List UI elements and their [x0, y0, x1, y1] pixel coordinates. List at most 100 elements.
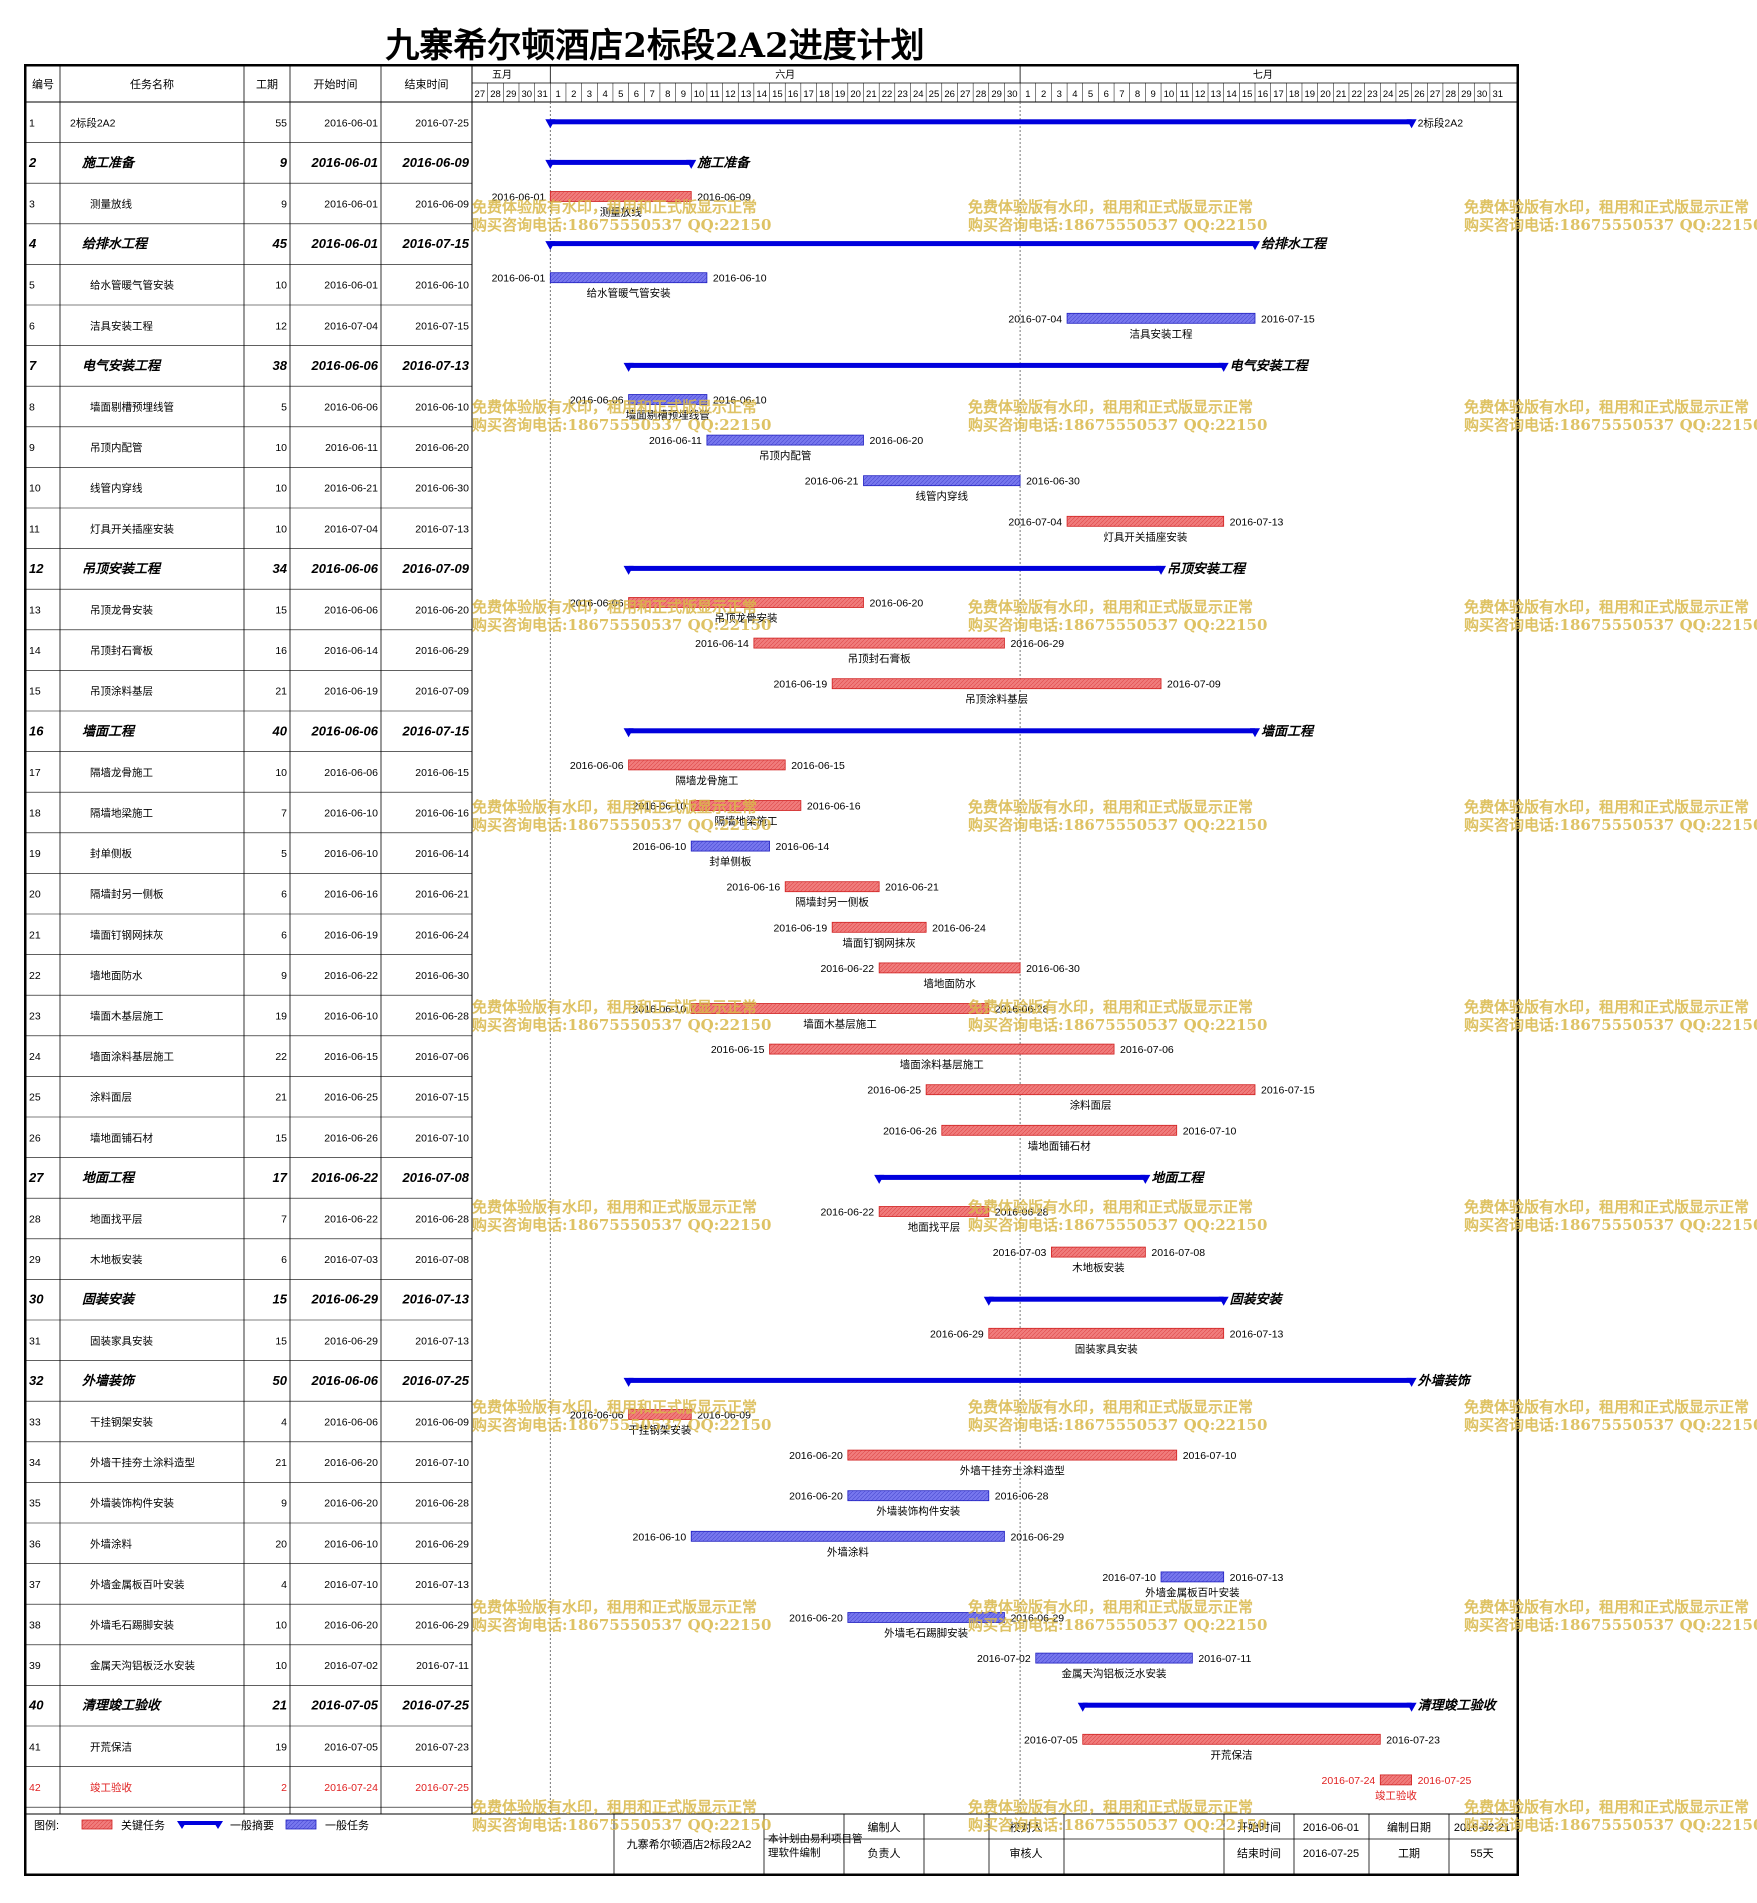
task-duration: 50 — [273, 1373, 288, 1388]
task-bar — [1379, 1774, 1413, 1786]
gantt-bar-group: 2016-06-29 2016-07-13 固装家具安装 — [930, 1327, 1284, 1355]
bar-start-label: 2016-07-24 — [1322, 1775, 1376, 1787]
task-duration: 9 — [281, 199, 287, 211]
task-duration: 40 — [272, 723, 288, 738]
day-label: 16 — [788, 89, 799, 100]
task-start: 2016-06-21 — [324, 483, 378, 495]
task-name: 竣工验收 — [90, 1781, 132, 1794]
task-start: 2016-07-02 — [324, 1660, 378, 1672]
day-label: 27 — [1430, 89, 1441, 100]
task-name: 地面工程 — [82, 1170, 136, 1185]
bar-end-label: 2016-06-14 — [776, 841, 830, 853]
task-id: 36 — [29, 1538, 41, 1550]
task-id: 18 — [29, 808, 41, 820]
bar-start-label: 2016-06-06 — [570, 760, 624, 772]
header-id: 编号 — [32, 77, 54, 91]
task-end: 2016-06-30 — [415, 483, 469, 495]
bar-name-label: 涂料面层 — [1070, 1099, 1112, 1112]
table-row: 17 隔墙龙骨施工 10 2016-06-06 2016-06-15 — [29, 766, 469, 779]
gantt-bar-group: 2016-06-01 2016-06-10 给水管暖气管安装 — [492, 272, 767, 300]
table-row: 31 固装家具安装 15 2016-06-29 2016-07-13 — [29, 1334, 469, 1347]
gantt-bar-group: 2016-06-20 2016-07-10 外墙干挂夯土涂料造型 — [789, 1449, 1237, 1477]
table-row: 28 地面找平层 7 2016-06-22 2016-06-28 — [29, 1213, 469, 1226]
bar-start-label: 2016-06-10 — [633, 801, 687, 813]
task-id: 32 — [29, 1373, 44, 1388]
summary-bar — [550, 159, 692, 165]
task-bar — [878, 1206, 990, 1217]
day-label: 1 — [1025, 89, 1030, 100]
task-duration: 10 — [275, 280, 287, 292]
day-label: 29 — [991, 89, 1002, 100]
day-label: 15 — [772, 89, 783, 100]
gantt-bar-group: 清理竣工验收 — [1077, 1698, 1498, 1713]
task-bar — [847, 1490, 990, 1502]
task-duration: 7 — [281, 808, 287, 820]
bar-name-label: 隔墙封另一侧板 — [795, 896, 869, 909]
task-name: 吊顶内配管 — [90, 441, 143, 454]
task-start: 2016-07-10 — [324, 1579, 378, 1591]
bar-name-label: 隔墙龙骨施工 — [675, 774, 738, 787]
summary-bar — [550, 119, 1412, 125]
footer-software-note-line2: 理软件编制 — [768, 1846, 821, 1859]
day-label: 17 — [1273, 89, 1284, 100]
task-start: 2016-06-29 — [324, 1335, 378, 1347]
task-name: 电气安装工程 — [82, 358, 162, 373]
gantt-bar-group: 2016-06-06 2016-06-15 隔墙龙骨施工 — [570, 759, 845, 787]
table-row: 35 外墙装饰构件安装 9 2016-06-20 2016-06-28 — [29, 1497, 469, 1510]
task-name: 涂料面层 — [90, 1091, 132, 1104]
legend-summary-cap — [177, 1821, 187, 1829]
task-duration: 6 — [281, 929, 287, 941]
summary-bar-right-cap — [1406, 1702, 1417, 1712]
bar-start-label: 2016-06-25 — [867, 1085, 921, 1097]
table-row: 41 开荒保洁 19 2016-07-05 2016-07-23 — [29, 1740, 469, 1753]
task-start: 2016-06-26 — [324, 1132, 378, 1144]
bar-name-label: 地面找平层 — [908, 1221, 961, 1234]
footer-date-value: 2016-02-21 — [1454, 1822, 1510, 1834]
task-bar — [706, 434, 864, 446]
task-name: 测量放线 — [90, 198, 132, 211]
bar-start-label: 2016-07-03 — [993, 1247, 1047, 1259]
bar-start-label: 2016-06-06 — [570, 598, 624, 610]
task-id: 15 — [29, 686, 41, 698]
task-rows: 1 2标段2A2 55 2016-06-01 2016-07-252 施工准备 9 2016-… — [28, 116, 470, 1794]
task-start: 2016-06-06 — [324, 402, 378, 414]
table-row: 42 竣工验收 2 2016-07-24 2016-07-25 — [29, 1781, 469, 1794]
day-label: 29 — [1461, 89, 1472, 100]
day-label: 21 — [866, 89, 877, 100]
task-bar — [1035, 1652, 1193, 1664]
bar-name-label: 外墙干挂夯土涂料造型 — [960, 1464, 1065, 1477]
summary-bar — [628, 565, 1162, 571]
table-row: 6 洁具安装工程 12 2016-07-04 2016-07-15 — [29, 319, 469, 332]
task-bar — [878, 962, 1021, 974]
bar-end-label: 2016-06-28 — [995, 1004, 1049, 1016]
table-row: 40 清理竣工验收 21 2016-07-05 2016-07-25 — [28, 1698, 470, 1713]
task-id: 25 — [29, 1092, 41, 1104]
task-start: 2016-06-10 — [324, 1538, 378, 1550]
day-label: 5 — [1088, 89, 1093, 100]
bar-label: 墙面工程 — [1261, 723, 1315, 738]
legend-critical-swatch — [81, 1819, 113, 1830]
bar-start-label: 2016-07-04 — [1008, 313, 1062, 325]
day-label: 13 — [1211, 89, 1222, 100]
summary-bar-right-cap — [1406, 1377, 1417, 1387]
table-row: 30 固装安装 15 2016-06-29 2016-07-13 — [29, 1292, 470, 1307]
task-duration: 20 — [275, 1538, 287, 1550]
task-end: 2016-06-16 — [415, 808, 469, 820]
task-id: 31 — [29, 1335, 41, 1347]
task-duration: 9 — [281, 1498, 287, 1510]
task-start: 2016-06-16 — [324, 889, 378, 901]
bar-label: 2标段2A2 — [1418, 116, 1464, 129]
summary-bar — [879, 1174, 1146, 1180]
task-name: 地面找平层 — [90, 1213, 143, 1226]
task-name: 吊顶涂料基层 — [90, 685, 153, 698]
task-start: 2016-06-01 — [324, 199, 378, 211]
gantt-bar-group: 给排水工程 — [545, 236, 1328, 251]
bar-start-label: 2016-06-06 — [570, 1410, 624, 1422]
task-name: 干挂钢架安装 — [90, 1416, 153, 1429]
task-id: 42 — [29, 1782, 41, 1794]
bar-end-label: 2016-06-20 — [870, 598, 924, 610]
task-end: 2016-06-24 — [415, 929, 469, 941]
bar-start-label: 2016-06-22 — [820, 1207, 874, 1219]
bar-start-label: 2016-06-20 — [789, 1613, 843, 1625]
